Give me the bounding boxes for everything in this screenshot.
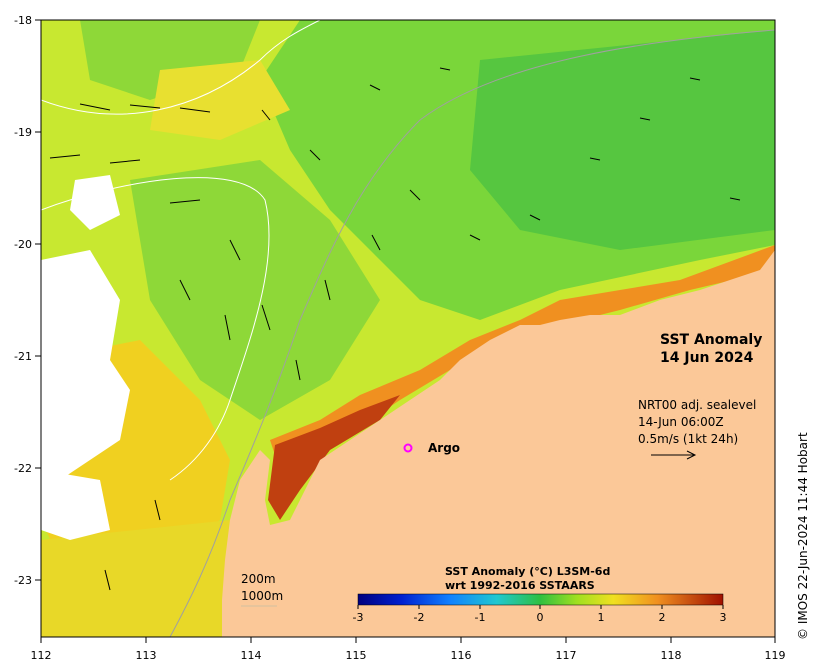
- green-top-left: [80, 20, 260, 100]
- y-tick-label: -18: [14, 14, 32, 27]
- no-data-region-top: [70, 175, 120, 230]
- coastal-hot-band: [268, 395, 400, 520]
- colorbar: [357, 593, 724, 606]
- current-source-label: NRT00 adj. sealevel: [638, 398, 756, 412]
- copyright-notice: © IMOS 22-Jun-2024 11:44 Hobart: [796, 432, 810, 640]
- y-tick-label: -22: [14, 462, 32, 475]
- colorbar-ticks: [357, 605, 724, 609]
- mid-green-region: [130, 160, 380, 420]
- current-time-label: 14-Jun 06:00Z: [638, 415, 724, 429]
- current-scale-label: 0.5m/s (1kt 24h): [638, 432, 738, 446]
- colorbar-tick-label: -2: [414, 611, 425, 624]
- x-tick-label: 118: [661, 649, 682, 662]
- contour-200m: [41, 20, 321, 115]
- no-data-region: [41, 250, 130, 480]
- current-vectors: [49, 67, 741, 591]
- map-plot-area: [41, 20, 775, 637]
- colorbar-tick-label: -1: [475, 611, 486, 624]
- contour-1000m: [41, 177, 270, 481]
- x-tick-label: 115: [346, 649, 367, 662]
- x-tick-label: 114: [241, 649, 262, 662]
- x-tick-label: 113: [136, 649, 157, 662]
- argo-label: Argo: [428, 441, 460, 455]
- colorbar-subtitle: wrt 1992-2016 SSTAARS: [445, 579, 595, 592]
- plot-frame: [40, 19, 776, 638]
- map-date: 14 Jun 2024: [660, 350, 754, 366]
- y-tick-label: -23: [14, 574, 32, 587]
- australia-land: [222, 250, 775, 637]
- x-tick-label: 117: [556, 649, 577, 662]
- y-axis: [35, 19, 41, 581]
- x-axis: [40, 637, 776, 643]
- argo-marker-icon[interactable]: [403, 443, 413, 453]
- warm-anomaly-south: [41, 520, 230, 637]
- current-scale-arrow-icon: [651, 450, 697, 460]
- depth-200m-label: 200m: [241, 572, 276, 586]
- map-title: SST Anomaly: [660, 332, 762, 348]
- y-tick-label: -20: [14, 238, 32, 251]
- colorbar-tick-label: 1: [598, 611, 605, 624]
- colorbar-tick-label: 0: [537, 611, 544, 624]
- colorbar-tick-label: -3: [353, 611, 364, 624]
- x-tick-label: 112: [31, 649, 52, 662]
- colorbar-tick-label: 3: [720, 611, 727, 624]
- no-data-region-south: [41, 470, 110, 540]
- colorbar-tick-label: 2: [659, 611, 666, 624]
- warm-anomaly-top: [150, 60, 290, 140]
- y-tick-label: -21: [14, 350, 32, 363]
- x-tick-label: 116: [451, 649, 472, 662]
- y-tick-label: -19: [14, 126, 32, 139]
- x-tick-label: 119: [765, 649, 786, 662]
- depth-1000m-label: 1000m: [241, 589, 283, 603]
- contour-gray: [169, 29, 775, 637]
- cool-anomaly-core: [470, 30, 775, 250]
- coastal-warm-band: [270, 245, 775, 470]
- colorbar-title: SST Anomaly (°C) L3SM-6d: [445, 565, 610, 578]
